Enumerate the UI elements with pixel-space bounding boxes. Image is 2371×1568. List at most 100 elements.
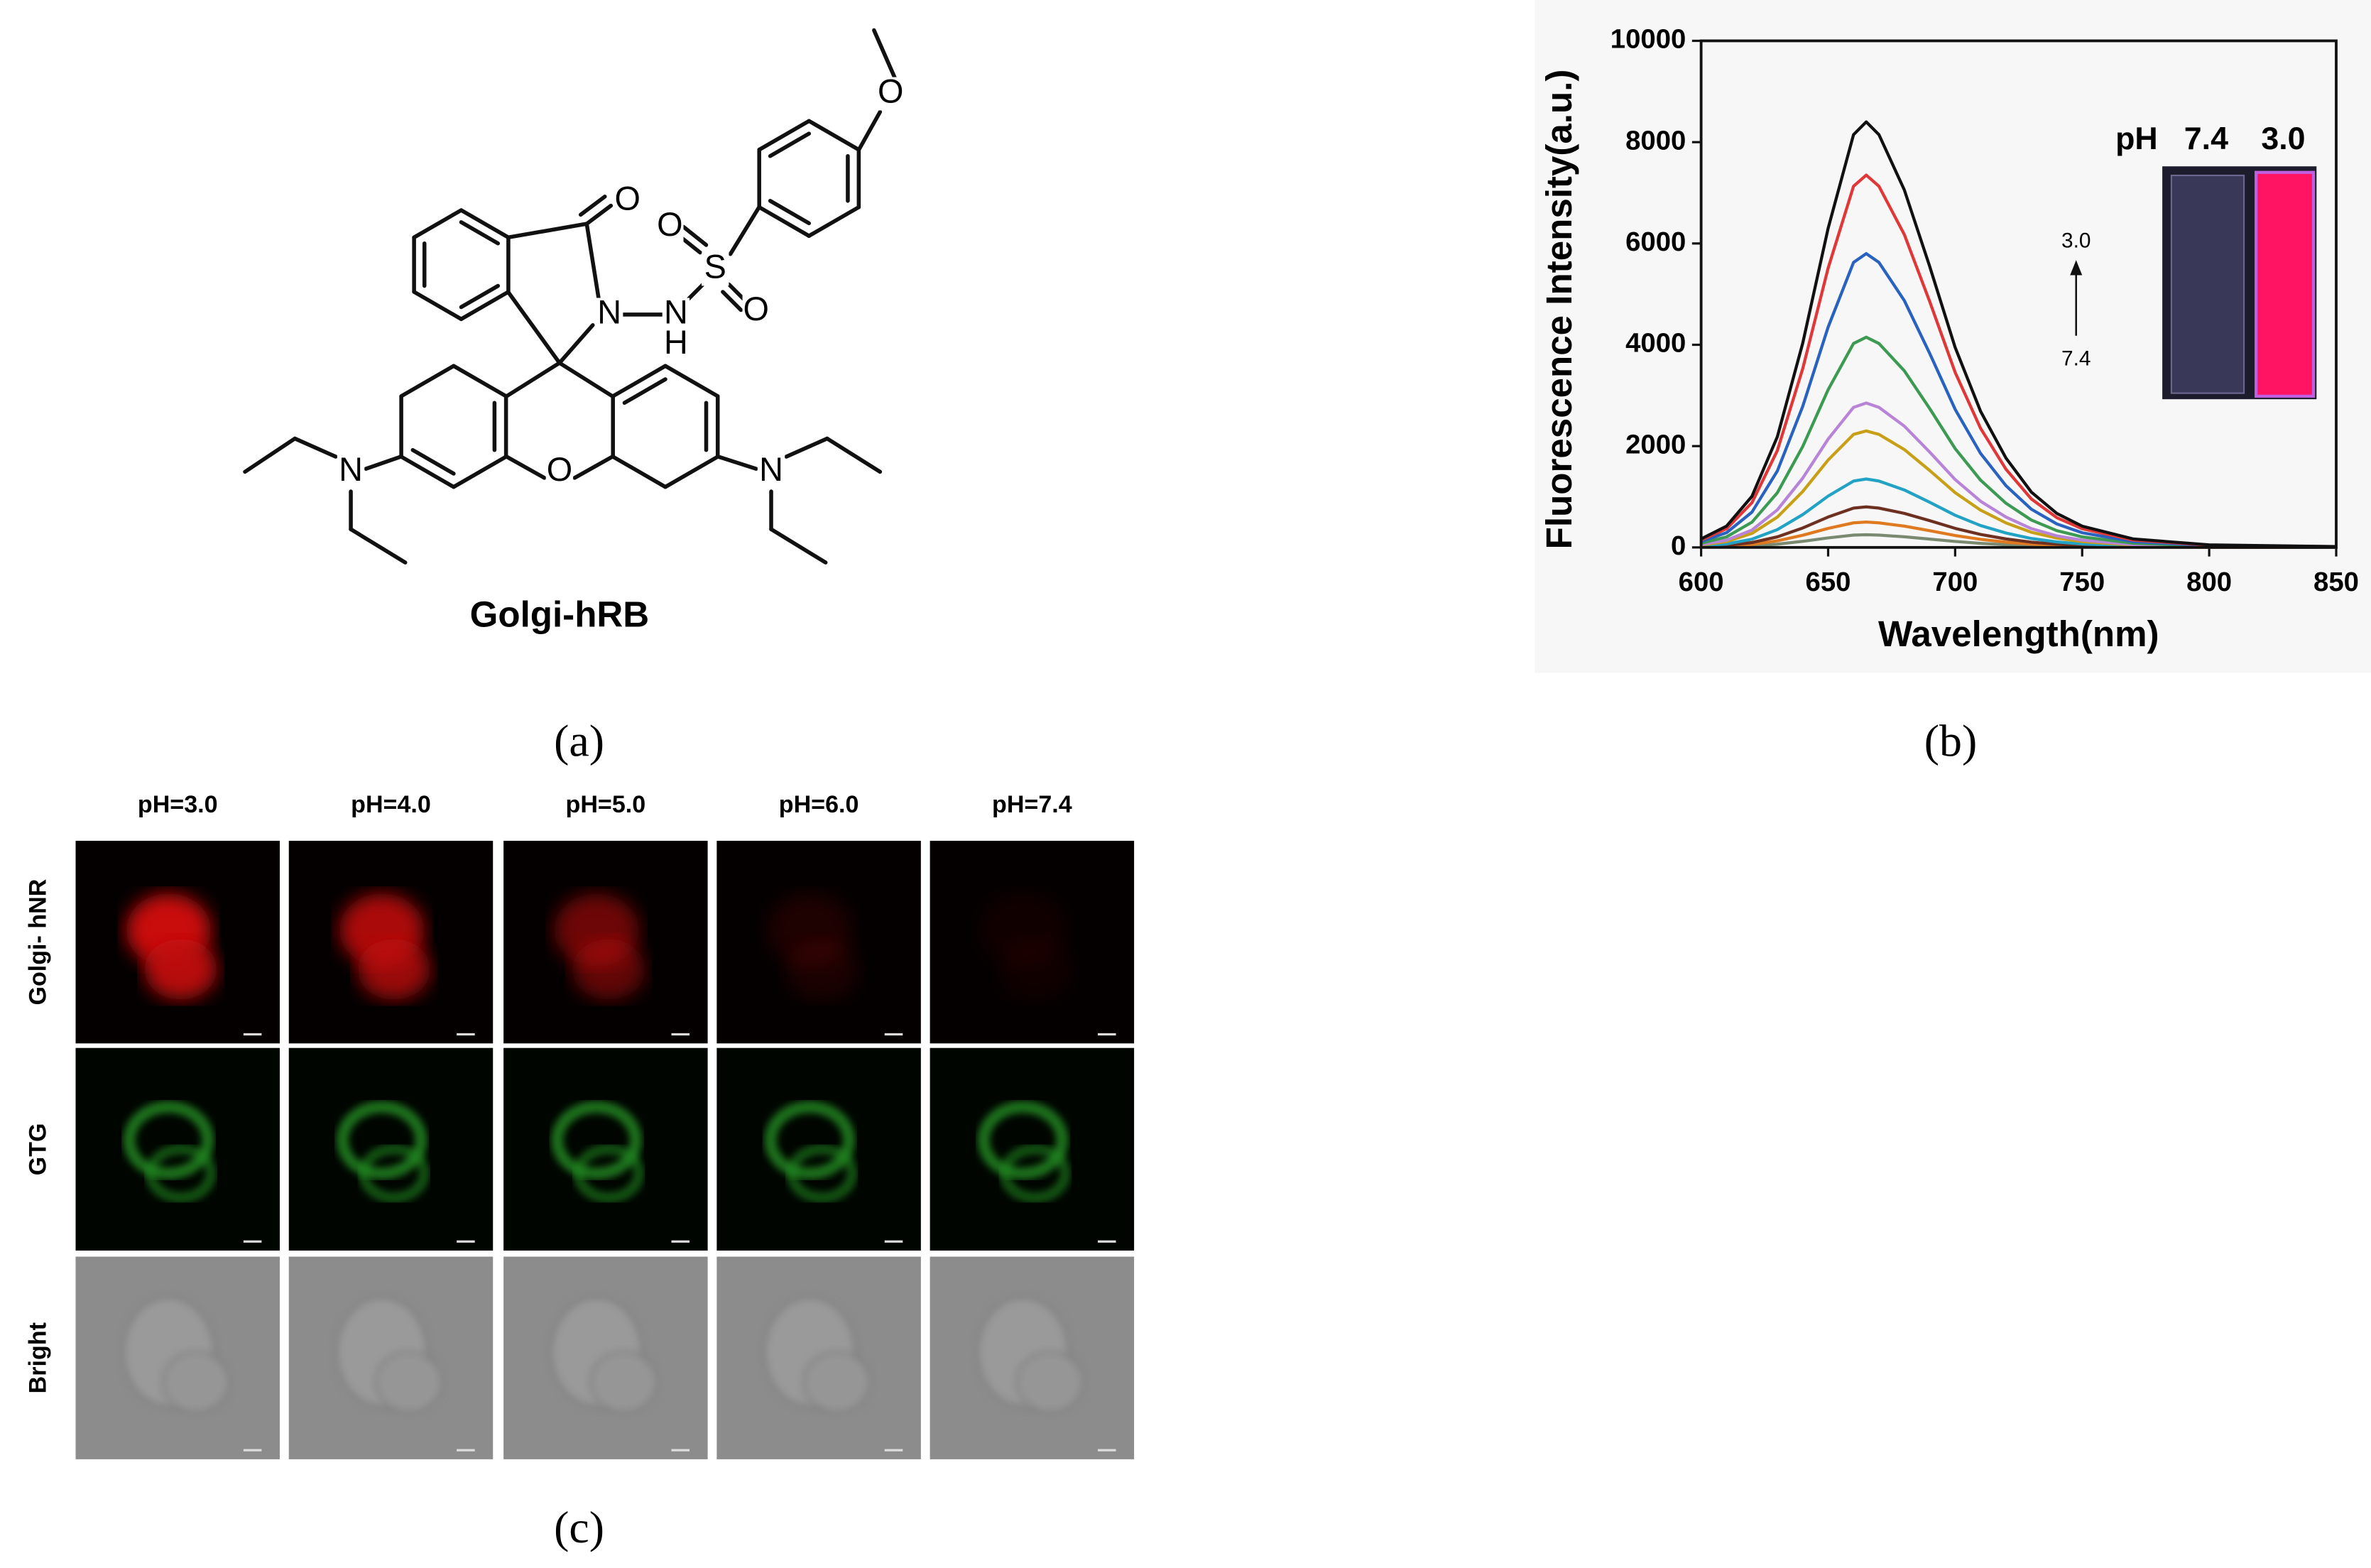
bond (572, 454, 615, 480)
spectrum-line (1700, 120, 2337, 548)
atom-label: N (597, 293, 621, 330)
atom-mask (545, 454, 574, 489)
bond (452, 364, 508, 398)
x-axis-title: Wavelength(nm) (1878, 614, 2159, 654)
y-axis-title: Fluorescence Intensity(a.u.) (1539, 70, 1579, 550)
atom-label: H (664, 324, 688, 361)
bond (716, 454, 758, 471)
bond (825, 436, 883, 474)
column-label: pH=5.0 (566, 791, 646, 818)
spectrum-line (1701, 505, 2336, 549)
y-tick-label: 10000 (1610, 24, 1686, 55)
plot-frame (1699, 39, 2338, 549)
atom-label: N (339, 451, 363, 488)
column-label: pH=6.0 (779, 791, 859, 818)
cell-signal (786, 1143, 858, 1203)
atom-mask (596, 298, 623, 332)
y-tick-label: 2000 (1625, 429, 1686, 459)
cell-signal (573, 1143, 645, 1203)
bond (459, 220, 501, 246)
bond (768, 131, 812, 158)
cell-signal (144, 939, 217, 1000)
column-label: pH=4.0 (351, 791, 431, 818)
annotation: pH (2115, 121, 2158, 156)
bond (364, 454, 403, 471)
x-tick-label: 850 (2313, 567, 2359, 597)
compound-name: Golgi-hRB (470, 594, 650, 634)
y-tick-label: 8000 (1625, 125, 1686, 156)
bond (757, 119, 812, 152)
micrograph-grid: pH=3.0 pH=4.0 pH=5.0 pH=6.0 pH=7.4 Golgi- hNR… (24, 791, 1135, 1459)
annotation: 7.4 (2184, 121, 2228, 156)
bond (769, 527, 828, 565)
bond (412, 290, 464, 322)
panel-label: (c) (554, 1502, 604, 1552)
y-tick-label: 4000 (1625, 328, 1686, 359)
row-label: Golgi- hNR (24, 879, 51, 1006)
column-label: pH=7.4 (992, 791, 1072, 818)
atom-mask (614, 184, 641, 218)
bond (459, 290, 511, 322)
atom-label: N (664, 293, 688, 330)
cell-signal (572, 939, 645, 1000)
x-tick-label: 650 (1806, 567, 1851, 597)
bond (412, 208, 464, 240)
bond (459, 208, 511, 240)
annotation: 3.0 (2061, 229, 2091, 253)
cell-signal (123, 1101, 214, 1180)
atom-label: N (759, 451, 783, 488)
y-tick-label: 6000 (1625, 227, 1686, 257)
bond (584, 222, 601, 302)
bond (578, 195, 607, 217)
atom-mask (877, 77, 905, 111)
bond (721, 290, 743, 312)
bond (504, 361, 562, 398)
cell-signal (145, 1143, 217, 1203)
cell-signal (551, 1101, 642, 1180)
bond (872, 28, 898, 81)
cell-signal (358, 1143, 430, 1203)
bond (584, 203, 614, 226)
atom-label: S (704, 248, 726, 285)
bond (410, 447, 456, 476)
cell-signal (785, 939, 859, 1000)
x-tick-label: 700 (1932, 567, 1978, 597)
bond (728, 205, 761, 256)
cell-signal (336, 1101, 427, 1180)
x-tick-label: 750 (2059, 567, 2105, 597)
cell-outline (802, 1351, 871, 1413)
y-tick-label: 0 (1671, 530, 1686, 561)
bond (807, 119, 861, 152)
bond (243, 436, 298, 474)
bond (757, 205, 812, 238)
atom-label: O (547, 451, 572, 488)
cell-outline (161, 1351, 230, 1413)
atom-mask (742, 295, 770, 329)
bond (506, 222, 589, 240)
atom-mask (757, 454, 785, 489)
row-label: Bright (24, 1322, 51, 1393)
bond (504, 454, 547, 480)
spectrum-line (1701, 477, 2336, 549)
cuvette-neutral (2170, 174, 2245, 394)
panel-label: (a) (554, 715, 604, 766)
panel-label: (b) (1924, 715, 1977, 766)
spectrum-line (1700, 251, 2337, 549)
bond (459, 283, 501, 310)
bond (681, 224, 709, 247)
cuvette-acid (2255, 170, 2316, 398)
row-label: GTG (24, 1123, 51, 1175)
bond (506, 290, 562, 365)
cell-outline (375, 1351, 443, 1413)
cell-signal (998, 939, 1072, 1000)
bond (807, 205, 861, 238)
spectrum-line (1701, 335, 2337, 549)
bond (293, 436, 338, 459)
bond (663, 454, 720, 489)
bond (784, 436, 829, 459)
arrow-head (2070, 260, 2083, 276)
atom-label: O (878, 72, 903, 109)
bond (611, 454, 667, 489)
